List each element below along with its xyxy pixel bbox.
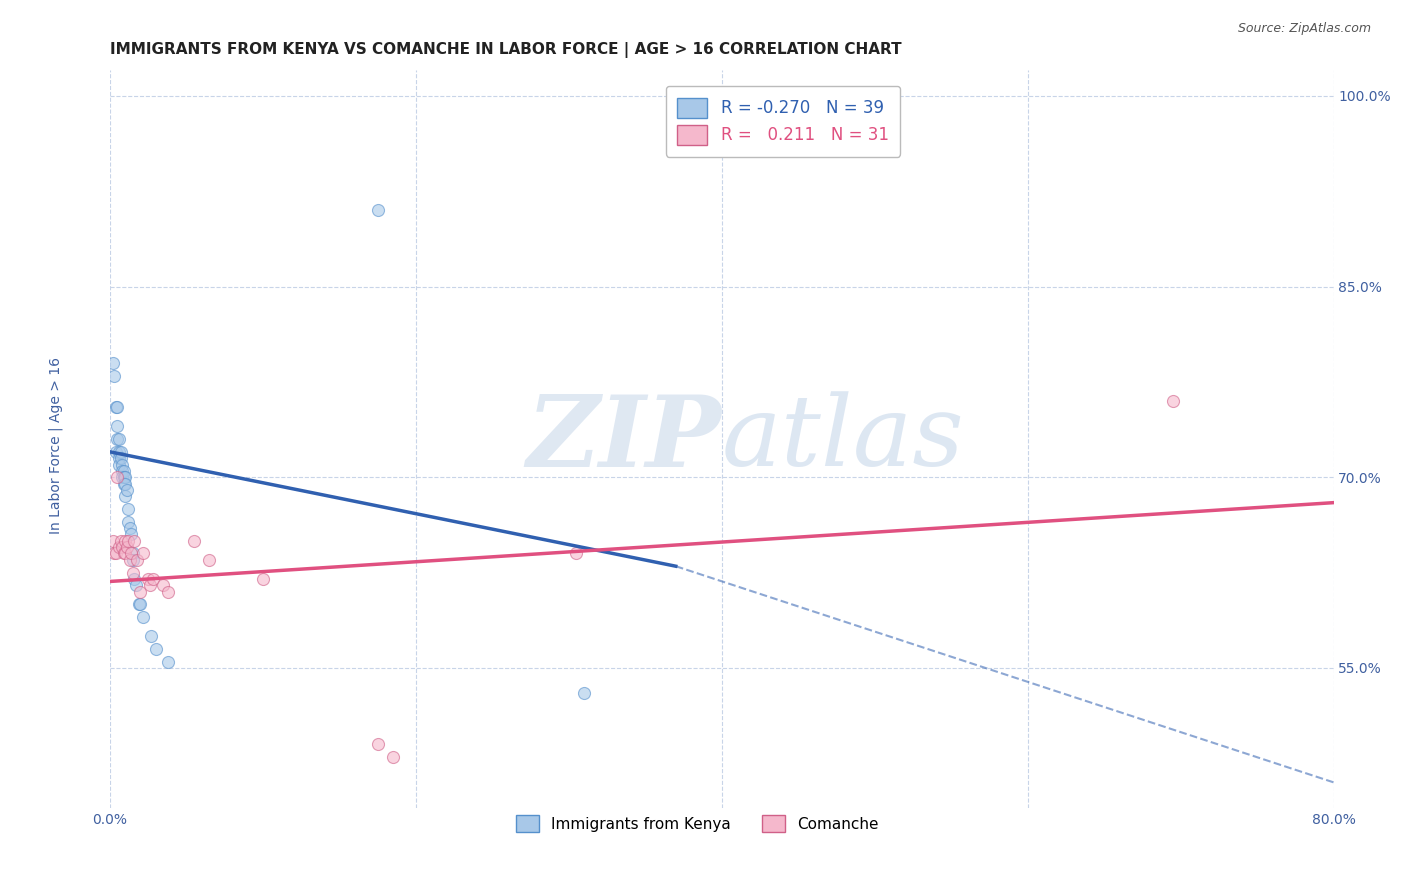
Point xyxy=(104,401,127,415)
Point xyxy=(129,598,152,612)
Point xyxy=(107,401,129,415)
Point xyxy=(120,547,142,561)
Point xyxy=(111,464,134,478)
Point xyxy=(124,572,146,586)
Point xyxy=(366,737,388,751)
Point xyxy=(572,686,595,700)
Text: IMMIGRANTS FROM KENYA VS COMANCHE IN LABOR FORCE | AGE > 16 CORRELATION CHART: IMMIGRANTS FROM KENYA VS COMANCHE IN LAB… xyxy=(110,42,901,58)
Point xyxy=(565,547,588,561)
Point xyxy=(101,356,124,370)
Point xyxy=(132,547,155,561)
Point xyxy=(121,547,143,561)
Point xyxy=(121,566,143,580)
Point xyxy=(120,527,142,541)
Point xyxy=(107,432,129,446)
Point xyxy=(104,445,127,459)
Point xyxy=(103,368,125,383)
Point xyxy=(117,533,139,548)
Point xyxy=(152,578,174,592)
Point xyxy=(156,584,179,599)
Point xyxy=(112,476,135,491)
Point xyxy=(156,655,179,669)
Point xyxy=(183,533,205,548)
Point xyxy=(117,502,139,516)
Point xyxy=(112,470,135,484)
Point xyxy=(366,203,388,218)
Point xyxy=(114,547,136,561)
Point xyxy=(138,578,160,592)
Point xyxy=(118,553,141,567)
Point xyxy=(107,419,129,434)
Point xyxy=(125,578,148,592)
Point xyxy=(114,489,136,503)
Point xyxy=(142,572,165,586)
Point xyxy=(132,610,155,624)
Point xyxy=(114,476,136,491)
Point xyxy=(110,445,132,459)
Point xyxy=(111,540,134,554)
Point xyxy=(121,553,143,567)
Point xyxy=(110,451,132,466)
Point xyxy=(101,533,124,548)
Legend: Immigrants from Kenya, Comanche: Immigrants from Kenya, Comanche xyxy=(503,804,890,845)
Point xyxy=(124,533,146,548)
Point xyxy=(128,598,150,612)
Point xyxy=(118,521,141,535)
Point xyxy=(104,547,127,561)
Point xyxy=(198,553,221,567)
Point xyxy=(107,470,129,484)
Point xyxy=(129,584,152,599)
Point xyxy=(108,432,131,446)
Point xyxy=(108,451,131,466)
Point xyxy=(112,464,135,478)
Point xyxy=(1161,393,1184,408)
Point xyxy=(111,470,134,484)
Point xyxy=(114,533,136,548)
Text: Source: ZipAtlas.com: Source: ZipAtlas.com xyxy=(1237,22,1371,36)
Text: atlas: atlas xyxy=(721,392,965,487)
Point xyxy=(110,533,132,548)
Text: ZIP: ZIP xyxy=(527,391,721,487)
Point xyxy=(111,458,134,472)
Point xyxy=(127,553,149,567)
Point xyxy=(252,572,274,586)
Point xyxy=(112,547,135,561)
Point xyxy=(115,483,138,497)
Point xyxy=(136,572,159,586)
Text: In Labor Force | Age > 16: In Labor Force | Age > 16 xyxy=(49,358,63,534)
Point xyxy=(139,629,162,643)
Point xyxy=(108,445,131,459)
Point xyxy=(145,641,167,656)
Point xyxy=(117,515,139,529)
Point xyxy=(114,470,136,484)
Point xyxy=(115,540,138,554)
Point xyxy=(103,547,125,561)
Point xyxy=(108,540,131,554)
Point xyxy=(381,750,404,764)
Point xyxy=(108,458,131,472)
